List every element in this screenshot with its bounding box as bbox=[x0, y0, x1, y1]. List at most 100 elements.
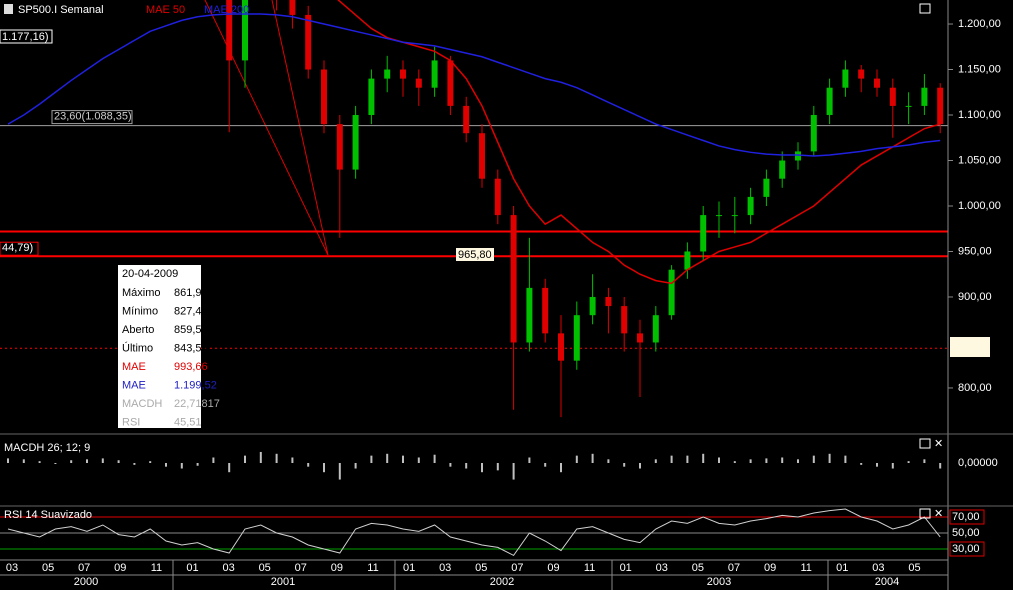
y-tick-label: 950,00 bbox=[958, 245, 992, 257]
rsi-label-box bbox=[949, 541, 985, 557]
macd-bar bbox=[370, 455, 373, 463]
candle-body bbox=[589, 296, 596, 316]
candle-body bbox=[874, 78, 880, 88]
x-tick-label: 07 bbox=[295, 562, 307, 574]
info-label: MAE bbox=[122, 361, 146, 373]
candle-body bbox=[716, 215, 722, 217]
macd-bar bbox=[702, 453, 705, 463]
info-label: Aberto bbox=[122, 324, 154, 336]
annotation-box bbox=[0, 29, 53, 44]
info-label: MACDH bbox=[122, 398, 162, 410]
candle-body bbox=[226, 0, 233, 61]
chart-title: SP500.I Semanal bbox=[18, 4, 104, 16]
candle-body bbox=[447, 60, 454, 106]
annotation-box bbox=[456, 248, 494, 261]
candle-body bbox=[431, 60, 438, 88]
rsi-pane bbox=[0, 508, 948, 557]
window-button[interactable] bbox=[919, 3, 931, 14]
trend-line bbox=[271, 0, 329, 256]
info-label: Máximo bbox=[122, 287, 161, 299]
macd-bar bbox=[733, 461, 736, 463]
x-tick-label: 07 bbox=[728, 562, 740, 574]
macd-bar bbox=[101, 458, 104, 463]
candle-body bbox=[605, 296, 612, 307]
candle-body bbox=[668, 269, 675, 316]
y-tick-label: 70,00 bbox=[952, 511, 980, 523]
candle-body bbox=[384, 69, 391, 79]
x-tick-label: 11 bbox=[800, 562, 811, 574]
macd-bar bbox=[639, 463, 641, 469]
x-tick-label: 03 bbox=[222, 562, 234, 574]
macd-bar bbox=[923, 459, 926, 463]
candle-body bbox=[368, 78, 375, 116]
x-tick-label: 11 bbox=[367, 562, 378, 574]
level-label: 44,79) bbox=[2, 242, 33, 254]
x-tick-label: 07 bbox=[511, 562, 523, 574]
x-tick-label: 09 bbox=[331, 562, 343, 574]
macd-bar bbox=[907, 461, 910, 463]
macd-bar bbox=[149, 461, 152, 463]
macd-bar bbox=[718, 457, 720, 463]
candle-body bbox=[763, 178, 770, 197]
macd-bar bbox=[165, 463, 167, 467]
annotation: 965,80 bbox=[458, 249, 492, 261]
candle-body bbox=[415, 78, 422, 88]
macd-bar bbox=[891, 463, 894, 469]
macd-bar bbox=[38, 461, 41, 463]
info-value: 22,71817 bbox=[174, 398, 220, 410]
candle-body bbox=[621, 306, 628, 334]
x-tick-label: 01 bbox=[836, 562, 848, 574]
window-button[interactable] bbox=[919, 508, 931, 519]
x-tick-label: 03 bbox=[439, 562, 451, 574]
macd-bar bbox=[433, 454, 436, 463]
candle-body bbox=[731, 215, 738, 217]
level-label: 23,60(1.088,35) bbox=[54, 111, 132, 123]
close-button[interactable]: ✕ bbox=[934, 508, 943, 520]
macd-bar bbox=[117, 460, 120, 463]
macd-bar bbox=[828, 453, 831, 463]
candle-body bbox=[558, 333, 564, 361]
macd-bar bbox=[765, 458, 768, 463]
ma-line bbox=[337, 0, 941, 285]
info-label: Último bbox=[122, 341, 153, 354]
year-label: 2002 bbox=[490, 576, 514, 588]
candle-body bbox=[810, 115, 817, 152]
legend-ma50[interactable]: MAE 50 bbox=[146, 4, 185, 16]
candle-body bbox=[494, 178, 501, 216]
info-label: MAE bbox=[122, 379, 146, 391]
x-tick-label: 05 bbox=[259, 562, 271, 574]
year-label: 2001 bbox=[271, 576, 295, 588]
candle-body bbox=[795, 151, 801, 161]
y-tick-label: 900,00 bbox=[958, 291, 992, 303]
window-button[interactable] bbox=[919, 438, 931, 449]
candle-body bbox=[637, 333, 643, 343]
macd-bar bbox=[544, 463, 547, 467]
level-label-box bbox=[51, 110, 133, 125]
rsi-title: RSI 14 Suavizado bbox=[4, 509, 92, 521]
year-label: 2003 bbox=[707, 576, 731, 588]
info-value: 861,99 bbox=[174, 287, 208, 299]
x-tick-label: 03 bbox=[656, 562, 668, 574]
macd-bar bbox=[180, 463, 183, 469]
macd-bar bbox=[449, 463, 452, 467]
macd-bar bbox=[275, 453, 278, 463]
macd-bar bbox=[354, 463, 357, 469]
macd-bar bbox=[812, 455, 815, 463]
candle-body bbox=[652, 315, 659, 343]
macd-bar bbox=[860, 463, 863, 465]
x-tick-label: 03 bbox=[6, 562, 18, 574]
legend-ma200[interactable]: MAE 200 bbox=[204, 4, 249, 16]
candle-body bbox=[858, 69, 865, 79]
macd-bar bbox=[417, 457, 420, 463]
candle-body bbox=[747, 196, 754, 216]
close-button[interactable]: ✕ bbox=[934, 438, 943, 450]
candle-body bbox=[510, 215, 517, 343]
macd-bar bbox=[876, 463, 878, 467]
macd-bar bbox=[54, 463, 57, 464]
macd-bar bbox=[196, 463, 199, 466]
macd-bar bbox=[591, 453, 594, 463]
y-tick-label: 800,00 bbox=[958, 382, 992, 394]
candle-body bbox=[889, 87, 896, 106]
x-tick-label: 01 bbox=[620, 562, 632, 574]
x-tick-label: 11 bbox=[151, 562, 162, 574]
